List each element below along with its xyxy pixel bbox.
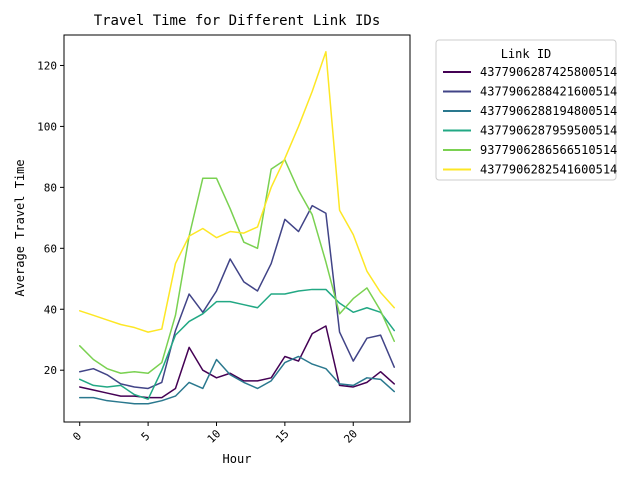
x-tick-label: 10 bbox=[205, 427, 224, 446]
plot-area-frame bbox=[63, 34, 411, 423]
series-line-3 bbox=[78, 288, 396, 400]
series-line-1 bbox=[78, 204, 396, 390]
plot-lines bbox=[78, 51, 396, 405]
y-tick-label: 20 bbox=[44, 364, 57, 377]
x-axis-ticks: 0 5 10 15 20 bbox=[70, 422, 360, 446]
x-tick-label: 20 bbox=[341, 427, 360, 446]
legend-label-5: 4377906282541600514 bbox=[480, 163, 617, 177]
y-tick-label: 40 bbox=[44, 303, 57, 316]
series-line-0 bbox=[78, 325, 396, 399]
series-line-4 bbox=[78, 159, 396, 374]
y-axis-ticks: 20 40 60 80 100 120 bbox=[37, 59, 64, 377]
x-tick-label: 5 bbox=[139, 430, 153, 444]
y-tick-label: 100 bbox=[37, 120, 57, 133]
chart-title: Travel Time for Different Link IDs bbox=[94, 13, 381, 29]
series-line-2 bbox=[78, 355, 396, 405]
y-axis-label: Average Travel Time bbox=[13, 159, 27, 296]
y-tick-label: 80 bbox=[44, 181, 57, 194]
legend-items: 4377906287425800514 4377906288421600514 43… bbox=[443, 65, 617, 177]
legend-frame bbox=[435, 39, 617, 181]
x-tick-label: 15 bbox=[273, 427, 292, 446]
y-tick-label: 120 bbox=[37, 59, 57, 72]
legend-label-1: 4377906288421600514 bbox=[480, 85, 617, 99]
y-tick-label: 60 bbox=[44, 242, 57, 255]
x-axis-label: Hour bbox=[223, 452, 252, 466]
legend-label-4: 9377906286566510514 bbox=[480, 143, 617, 157]
x-tick-label: 0 bbox=[70, 430, 84, 444]
legend-label-3: 4377906287959500514 bbox=[480, 124, 617, 138]
legend-label-0: 4377906287425800514 bbox=[480, 65, 617, 79]
legend-label-2: 4377906288194800514 bbox=[480, 104, 617, 118]
series-line-5 bbox=[78, 51, 396, 333]
legend-title: Link ID bbox=[501, 47, 552, 61]
legend: Link ID 4377906287425800514 4377906288421… bbox=[435, 39, 617, 181]
